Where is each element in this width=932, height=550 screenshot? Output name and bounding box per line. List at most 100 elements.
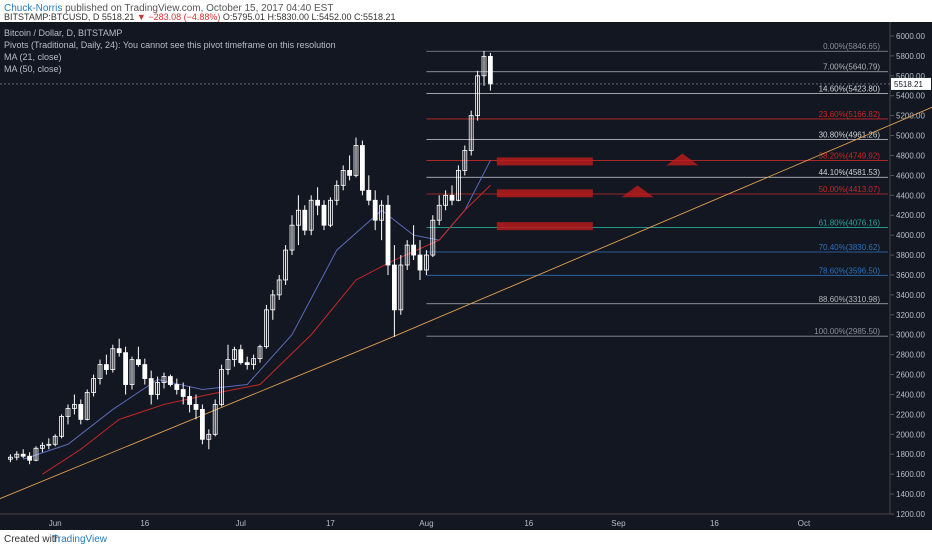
chart-title: Bitcoin / Dollar, D, BITSTAMP	[4, 28, 123, 38]
candle-body	[174, 384, 180, 390]
candle-body	[423, 254, 429, 271]
x-tick-label: Jul	[236, 519, 246, 528]
y-tick-label: 2200.00	[896, 410, 925, 419]
candle-body	[257, 346, 263, 360]
y-tick-label: 4200.00	[896, 211, 925, 220]
symbol: BITSTAMP:BTCUSD, D	[4, 12, 100, 22]
candle-body	[91, 378, 96, 393]
y-tick-label: 2800.00	[896, 351, 925, 360]
candle-body	[110, 348, 116, 370]
target-triangle	[666, 153, 699, 166]
y-tick-label: 5000.00	[896, 132, 925, 141]
candle-body	[84, 392, 90, 420]
y-tick-label: 3200.00	[896, 311, 925, 320]
candle-body	[443, 194, 449, 206]
y-tick-label: 1800.00	[896, 450, 925, 459]
candle-body	[308, 199, 314, 231]
candle-body	[225, 359, 231, 370]
candle-body	[193, 404, 199, 410]
y-tick-label: 5600.00	[896, 72, 925, 81]
fib-level-label: 100.00%(2985.50)	[814, 327, 880, 336]
ohlc: O:5795.01 H:5830.00 L:5452.00 C:5518.21	[222, 12, 396, 22]
candle-body	[123, 352, 128, 385]
candle-body	[487, 55, 493, 85]
fib-level-label: 44.10%(4581.53)	[819, 168, 881, 177]
fib-level-label: 23.60%(5166.82)	[819, 110, 881, 119]
candle-body	[27, 455, 33, 461]
resistance-zone	[496, 157, 593, 166]
y-tick-label: 5400.00	[896, 92, 925, 101]
footer: Created with TradingView	[0, 530, 932, 550]
candle-body	[116, 348, 122, 354]
candle-body	[161, 376, 167, 383]
price-chart[interactable]: 1200.00 1400.00 1600.00 1800.00 2000.00 2200.…	[0, 22, 932, 530]
y-tick-label: 2600.00	[896, 371, 925, 380]
candle-body	[334, 184, 340, 201]
pivots-legend: Pivots (Traditional, Daily, 24): You can…	[4, 40, 336, 50]
candle-body	[206, 433, 212, 440]
candle-body	[475, 75, 481, 117]
candle-body	[327, 199, 333, 226]
last-price-value: 5518.21	[894, 80, 923, 89]
ma50-line	[42, 184, 491, 475]
author-link[interactable]: Chuck-Norris	[4, 3, 63, 14]
fib-level-label: 14.60%(5423.80)	[819, 84, 881, 93]
candle-body	[238, 349, 244, 364]
candle-body	[52, 435, 58, 445]
candle-body	[455, 170, 461, 201]
publish-info: Chuck-Norris published on TradingView.co…	[4, 3, 333, 14]
candle-body	[187, 396, 193, 405]
candle-body	[46, 443, 52, 446]
y-tick-label: 3800.00	[896, 251, 925, 260]
candle-body	[40, 444, 45, 449]
y-tick-label: 3600.00	[896, 271, 925, 280]
y-tick-label: 4400.00	[896, 191, 925, 200]
published-text: published on TradingView.com, October 15…	[65, 3, 334, 14]
candle-body	[404, 244, 410, 266]
candle-body	[212, 404, 218, 435]
candle-body	[385, 204, 391, 266]
chart-area[interactable]: 1200.00 1400.00 1600.00 1800.00 2000.00 2200.…	[0, 22, 932, 530]
candle-body	[33, 447, 39, 461]
candle-body	[481, 55, 487, 77]
target-triangle	[621, 185, 654, 198]
y-tick-label: 1400.00	[896, 490, 925, 499]
candle-body	[14, 453, 20, 458]
candle-body	[20, 453, 26, 457]
y-tick-label: 4600.00	[896, 171, 925, 180]
candle-body	[148, 378, 154, 395]
last-price-tag	[891, 77, 931, 90]
x-tick-label: 16	[524, 519, 533, 528]
candle-body	[180, 389, 186, 397]
candle-body	[321, 204, 327, 226]
y-tick-label: 4800.00	[896, 151, 925, 160]
candle-body	[359, 145, 365, 191]
fib-level-label: 50.00%(4413.07)	[819, 185, 881, 194]
tradingview-logo[interactable]: TradingView	[52, 534, 108, 545]
candle-body	[302, 209, 308, 231]
x-tick-label: 16	[140, 519, 149, 528]
x-tick-label: Aug	[419, 519, 433, 528]
candle-body	[372, 199, 378, 221]
candle-body	[417, 254, 423, 271]
candle-body	[315, 199, 321, 206]
resistance-zone	[496, 189, 593, 198]
candle-body	[289, 224, 295, 251]
y-tick-label: 1200.00	[896, 510, 925, 519]
candle-body	[155, 382, 161, 395]
publish-bar: Chuck-Norris published on TradingView.co…	[0, 0, 932, 22]
candle-body	[104, 364, 109, 370]
x-tick-label: 16	[710, 519, 719, 528]
candle-body	[276, 279, 282, 296]
candle-body	[78, 404, 84, 420]
candle-body	[270, 294, 276, 311]
candle-body	[251, 358, 257, 366]
fib-level-label: 70.40%(3830.62)	[819, 243, 881, 252]
fib-level-label: 30.80%(4961.26)	[819, 130, 881, 139]
y-tick-label: 3400.00	[896, 291, 925, 300]
candle-body	[167, 376, 173, 385]
y-tick-label: 4000.00	[896, 231, 925, 240]
candle-body	[295, 209, 301, 226]
candle-body	[430, 219, 436, 256]
candle-body	[129, 359, 135, 385]
